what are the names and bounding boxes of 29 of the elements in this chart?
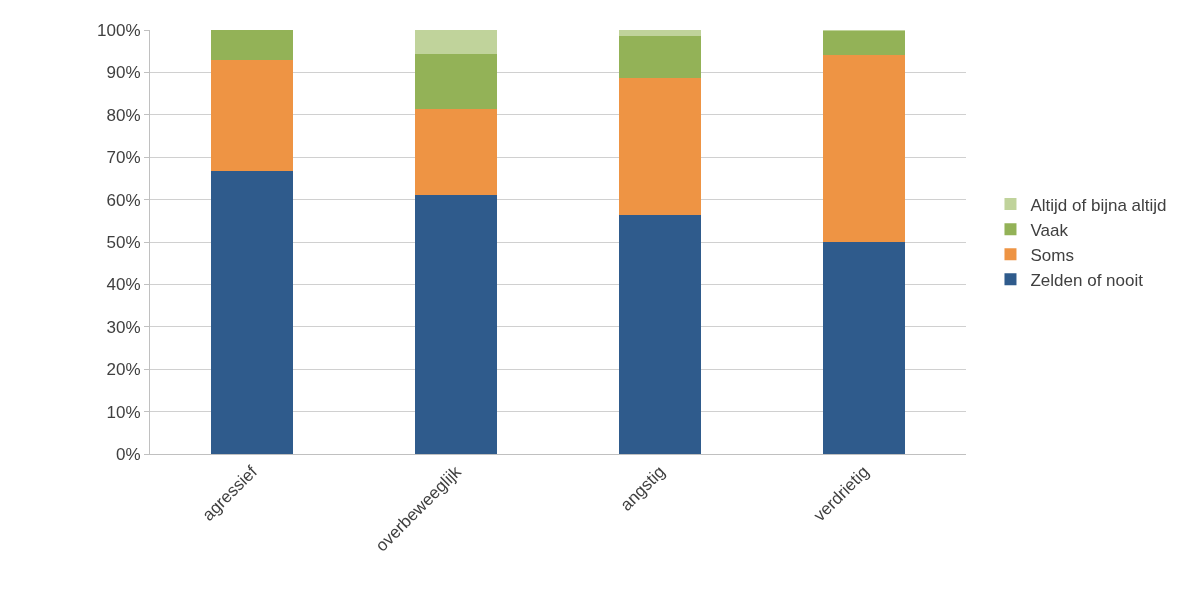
bar bbox=[823, 242, 905, 454]
bar bbox=[823, 30, 905, 56]
y-tick-label: 80% bbox=[106, 105, 141, 125]
y-tick-label: 60% bbox=[106, 190, 141, 210]
y-tick-label: 0% bbox=[116, 444, 141, 464]
bar bbox=[823, 55, 905, 242]
legend-label: Altijd of bijna altijd bbox=[1030, 195, 1167, 215]
y-tick-label: 50% bbox=[106, 232, 141, 252]
bar bbox=[211, 171, 293, 454]
y-tick-label: 100% bbox=[97, 20, 141, 40]
bar bbox=[619, 30, 701, 37]
bar bbox=[619, 215, 701, 454]
bar bbox=[415, 195, 497, 454]
bar bbox=[211, 30, 293, 61]
y-tick-label: 30% bbox=[106, 317, 141, 337]
y-tick-label: 10% bbox=[106, 402, 141, 422]
bar bbox=[415, 30, 497, 54]
legend-label: Zelden of nooit bbox=[1030, 270, 1144, 290]
y-tick-label: 20% bbox=[106, 360, 141, 380]
y-tick-label: 90% bbox=[106, 63, 141, 83]
bar bbox=[619, 78, 701, 216]
bar bbox=[415, 53, 497, 109]
y-tick-label: 40% bbox=[106, 275, 141, 295]
y-tick-label: 70% bbox=[106, 148, 141, 168]
legend-label: Vaak bbox=[1030, 220, 1069, 240]
bar bbox=[211, 60, 293, 172]
bar bbox=[415, 108, 497, 196]
legend-label: Soms bbox=[1030, 245, 1074, 265]
bar bbox=[619, 36, 701, 79]
